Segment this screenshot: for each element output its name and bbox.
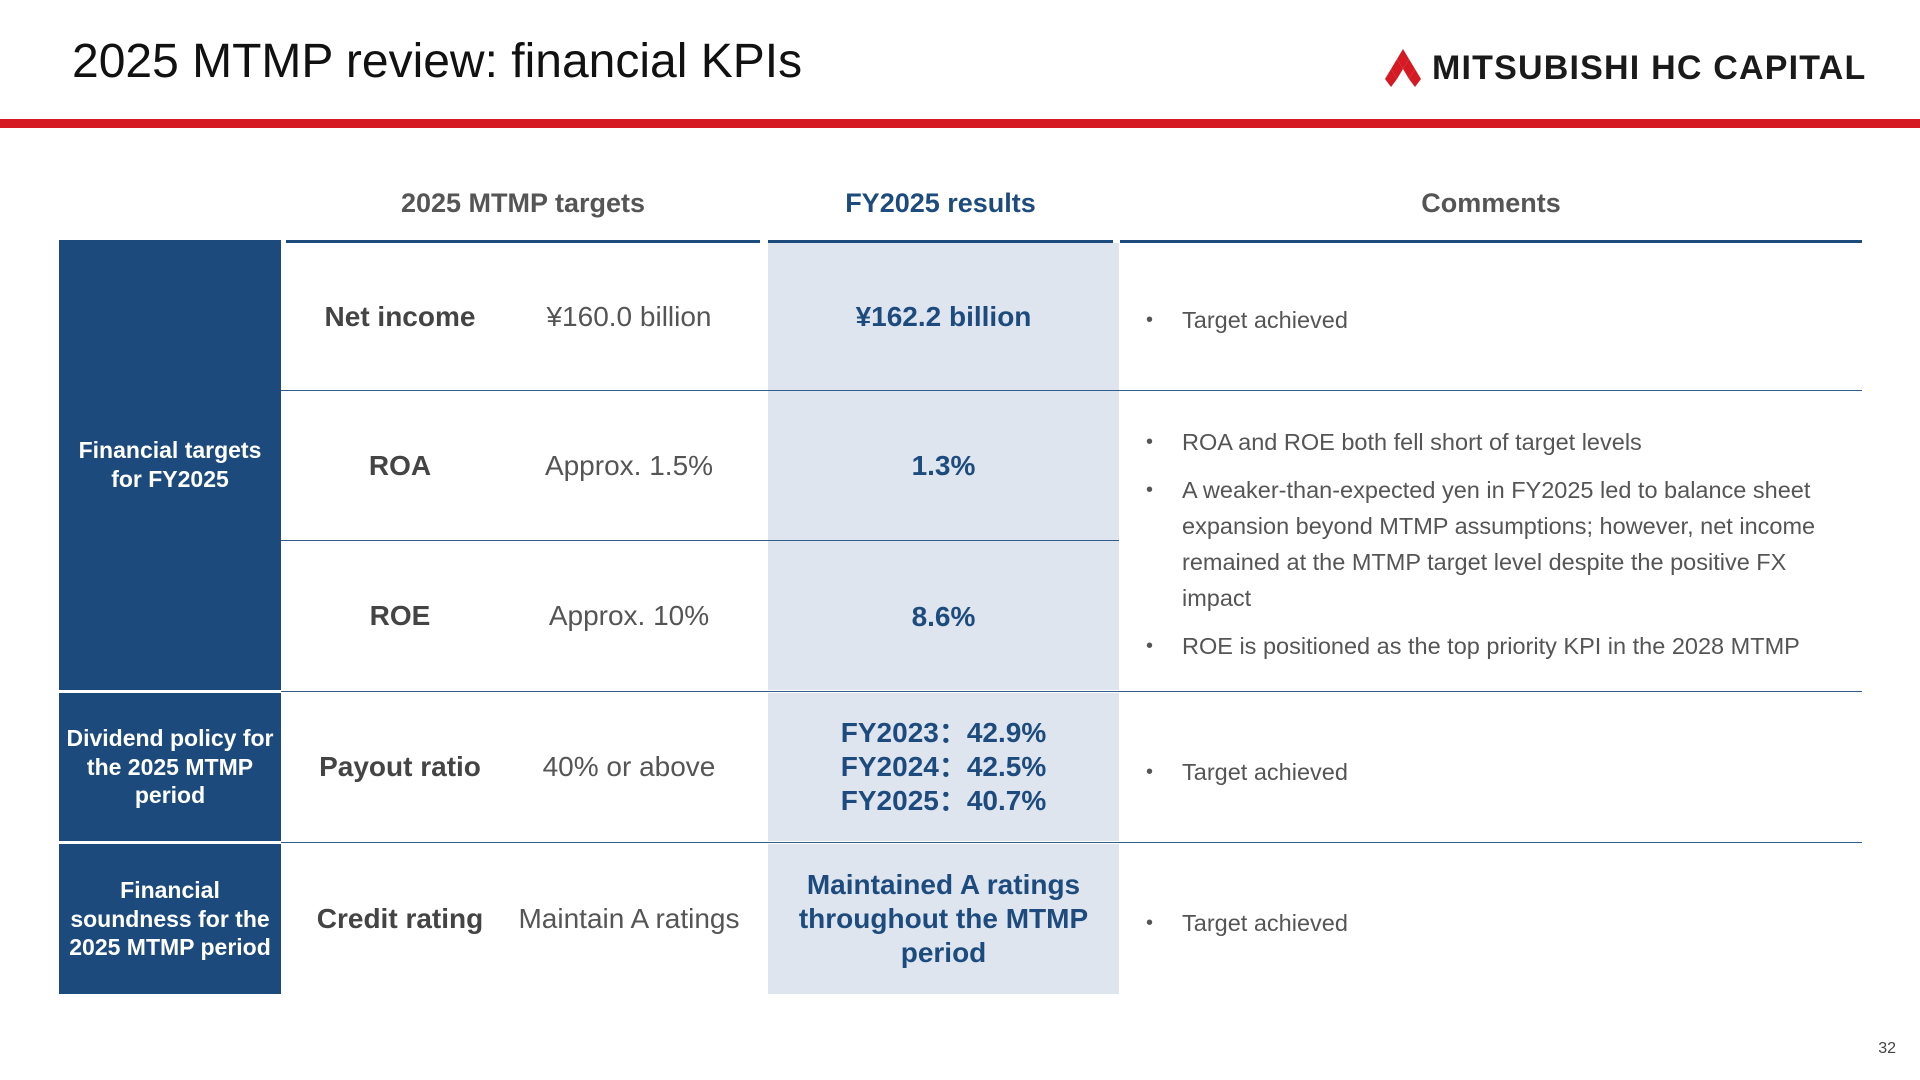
kpi-result-roa: 1.3%	[911, 450, 976, 481]
comment-item: • Target achieved	[1140, 754, 1840, 790]
payout-result-line: FY2023：42.9%	[840, 717, 1047, 748]
column-header-comments: Comments	[1421, 188, 1561, 218]
kpi-name-roa: ROA	[368, 449, 432, 481]
payout-result-line: FY2025：40.7%	[840, 785, 1047, 816]
comment-text: Target achieved	[1182, 759, 1348, 785]
company-logo: MITSUBISHI HC CAPITAL	[1382, 46, 1870, 90]
kpi-name-credit-rating: Credit rating	[316, 903, 484, 934]
three-diamonds-icon	[1385, 49, 1421, 87]
group-label-financial-soundness: Financial soundness for the 2025 MTMP pe…	[59, 844, 281, 994]
header-accent-bar	[0, 119, 1920, 128]
row-divider	[281, 540, 1119, 541]
header-underline-targets	[286, 240, 760, 243]
kpi-target-roa: Approx. 1.5%	[544, 449, 714, 481]
bullet-icon: •	[1146, 309, 1154, 331]
comment-item: • Target achieved	[1140, 905, 1840, 941]
comment-credit: • Target achieved	[1140, 905, 1840, 953]
header-underline-results	[768, 240, 1113, 243]
bullet-icon: •	[1146, 479, 1154, 501]
comment-payout: • Target achieved	[1140, 754, 1840, 802]
bullet-icon: •	[1146, 912, 1154, 934]
comment-text: ROA and ROE both fell short of target le…	[1182, 429, 1642, 455]
column-header-targets: 2025 MTMP targets	[400, 188, 646, 218]
comment-item: • A weaker-than-expected yen in FY2025 le…	[1140, 472, 1840, 616]
comment-item: • ROA and ROE both fell short of target l…	[1140, 424, 1840, 460]
comment-net-income: • Target achieved	[1140, 302, 1840, 350]
comment-text: Target achieved	[1182, 307, 1348, 333]
results-column-bg-2	[768, 693, 1119, 841]
kpi-name-net-income: Net income	[324, 300, 476, 332]
bullet-icon: •	[1146, 761, 1154, 783]
kpi-result-payout-ratio: FY2023：42.9% FY2024：42.5% FY2025：40.7%	[768, 693, 1119, 841]
page-number: 32	[1878, 1040, 1896, 1057]
bullet-icon: •	[1146, 431, 1154, 453]
header-underline-comments	[1120, 240, 1862, 243]
bullet-icon: •	[1146, 635, 1154, 657]
row-divider	[281, 390, 1862, 391]
row-divider	[281, 842, 1862, 843]
payout-result-line: FY2024：42.5%	[840, 751, 1047, 782]
comment-item: • Target achieved	[1140, 302, 1840, 338]
comment-text: Target achieved	[1182, 910, 1348, 936]
kpi-result-roe: 8.6%	[911, 600, 976, 632]
kpi-result-net-income: ¥162.2 billion	[855, 301, 1032, 332]
kpi-target-credit-rating: Maintain A ratings	[518, 903, 740, 934]
logo-text: MITSUBISHI HC CAPITAL	[1432, 48, 1867, 87]
kpi-target-payout-ratio: 40% or above	[542, 751, 716, 782]
kpi-target-roe: Approx. 10%	[548, 600, 710, 631]
comment-item: • ROE is positioned as the top priority K…	[1140, 628, 1840, 664]
comment-roa-roe: • ROA and ROE both fell short of target l…	[1140, 424, 1840, 676]
group-label-financial-targets: Financial targets for FY2025	[59, 240, 281, 690]
kpi-target-net-income: ¥160.0 billion	[546, 300, 712, 332]
column-header-results: FY2025 results	[845, 188, 1036, 218]
kpi-name-roe: ROE	[369, 600, 431, 631]
comment-text: ROE is positioned as the top priority KP…	[1182, 633, 1800, 659]
kpi-name-payout-ratio: Payout ratio	[319, 751, 481, 782]
kpi-result-credit-rating: Maintained A ratings throughout the MTMP…	[798, 869, 1089, 968]
results-column-bg-1	[768, 243, 1119, 690]
page-title: 2025 MTMP review: financial KPIs	[72, 35, 803, 88]
comment-text: A weaker-than-expected yen in FY2025 led…	[1182, 477, 1816, 611]
results-column-bg-3	[768, 844, 1119, 994]
group-label-dividend-policy: Dividend policy for the 2025 MTMP period	[59, 693, 281, 841]
row-divider	[281, 691, 1862, 692]
